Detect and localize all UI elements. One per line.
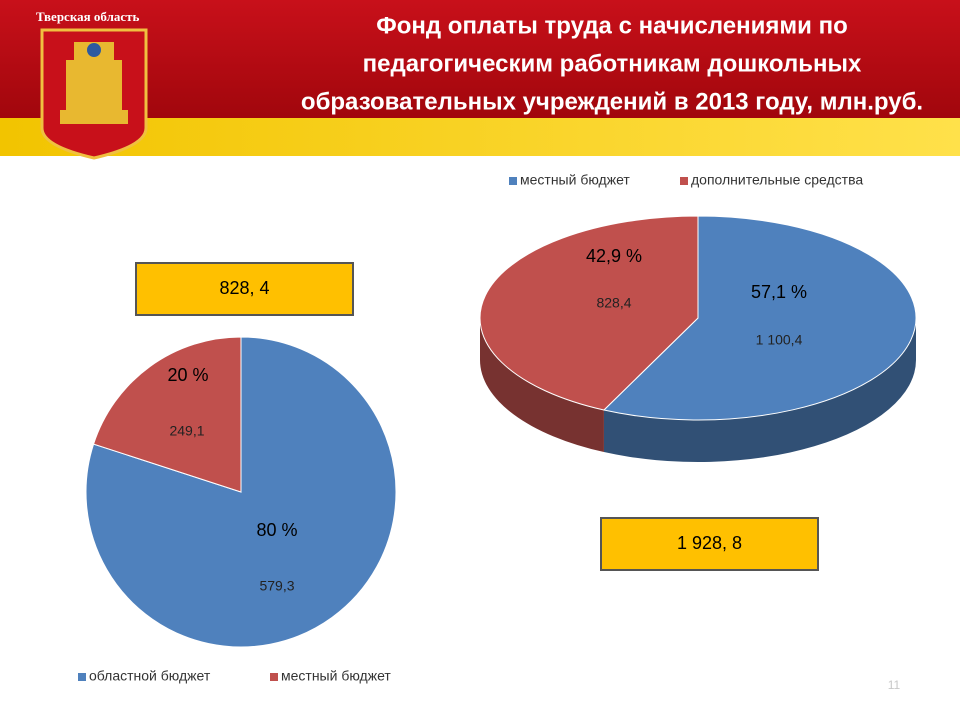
- legend-label: местный бюджет: [281, 668, 391, 684]
- total-box: [600, 517, 819, 571]
- emblem: [40, 28, 148, 160]
- legend-label: областной бюджет: [89, 668, 211, 684]
- header-banner: [0, 0, 960, 120]
- amount-label: 249,1: [169, 423, 204, 439]
- legend-label: дополнительные средства: [691, 172, 863, 188]
- value-label: 57,1 %: [751, 282, 807, 302]
- legend-swatch: [509, 177, 517, 185]
- legend-swatch: [270, 673, 278, 681]
- pie-slice: [602, 215, 917, 421]
- legend-swatch: [78, 673, 86, 681]
- total-box: [135, 262, 354, 316]
- legend-label: местный бюджет: [520, 172, 630, 188]
- pie-side: [480, 318, 604, 453]
- pie-side: [603, 318, 916, 462]
- value-label: 80 %: [256, 520, 297, 540]
- page-number: 11: [888, 678, 901, 692]
- slide-title: педагогическим работникам дошкольных: [363, 50, 862, 77]
- legend-swatch: [680, 177, 688, 185]
- total-label: 1 928, 8: [677, 533, 742, 553]
- total-label: 828, 4: [219, 278, 269, 298]
- amount-label: 579,3: [259, 578, 294, 594]
- amount-label: 1 100,4: [756, 332, 803, 348]
- pie-slice: [85, 336, 397, 648]
- value-label: 42,9 %: [586, 246, 642, 266]
- value-label: 20 %: [167, 365, 208, 385]
- region-name: Тверская область: [36, 9, 140, 24]
- slide-title: Фонд оплаты труда с начислениями по: [376, 12, 847, 39]
- pie-slice: [92, 336, 242, 493]
- header-stripe: [0, 118, 960, 156]
- slide-title: образовательных учреждений в 2013 году, …: [301, 88, 923, 115]
- pie-slice: [479, 215, 699, 411]
- amount-label: 828,4: [596, 295, 631, 311]
